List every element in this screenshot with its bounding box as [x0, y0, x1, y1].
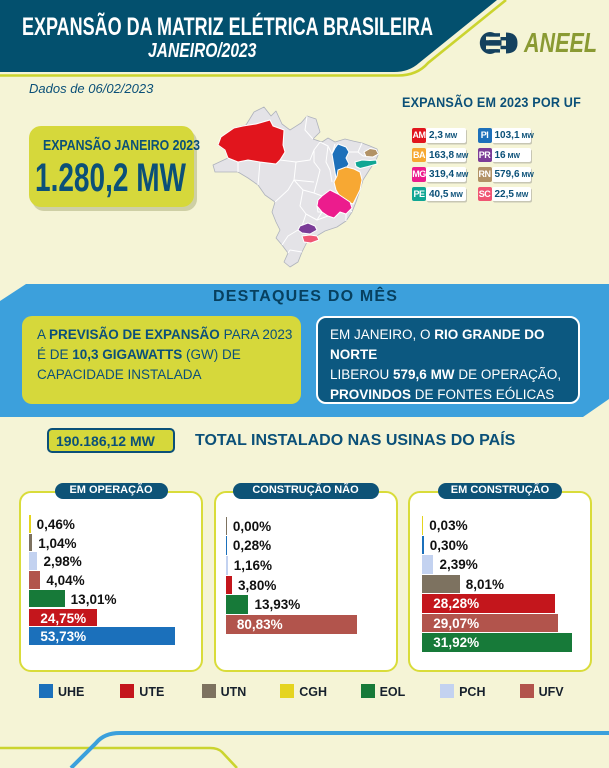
svg-text:ANEEL: ANEEL — [523, 28, 597, 58]
